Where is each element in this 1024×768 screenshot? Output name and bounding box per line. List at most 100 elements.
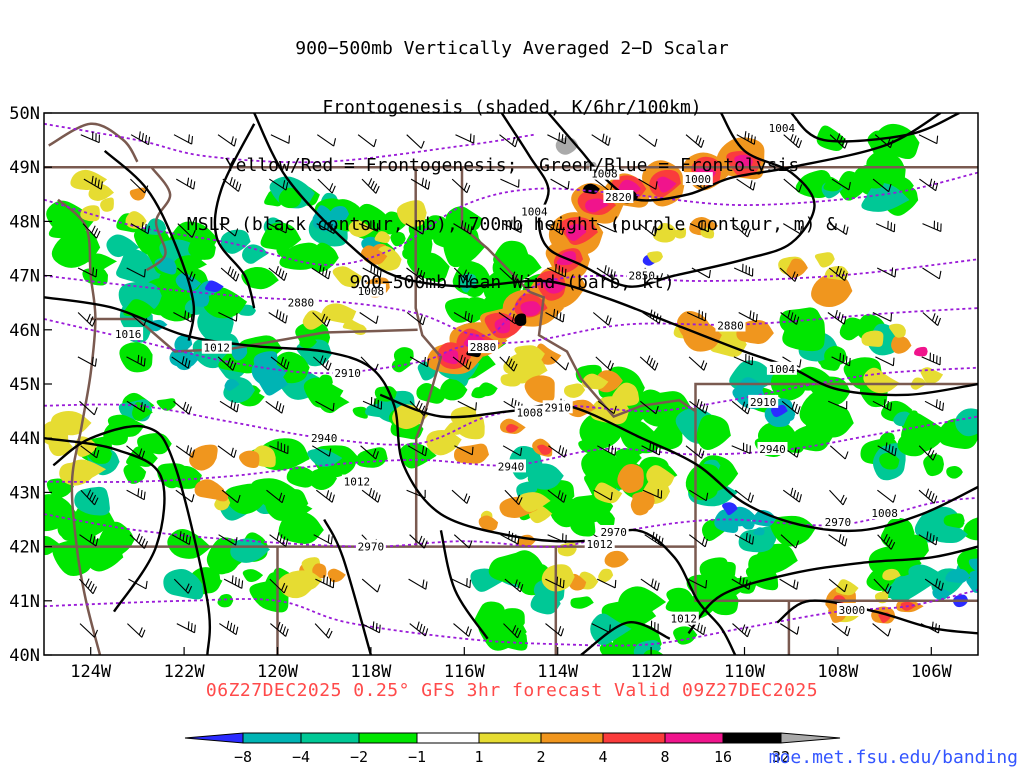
wind-barb [126,488,146,501]
wind-barb [639,620,659,633]
height-label-text: 2970 [358,541,385,554]
colorbar-label: −1 [408,748,426,766]
wind-barb [828,578,848,593]
mslp-contour [323,518,373,655]
wind-barb [500,178,520,188]
mslp-label: 1016 [113,327,144,341]
wind-barb [924,578,944,591]
wind-barb [831,178,851,191]
wind-barb [266,489,286,504]
wind-barb [733,353,754,366]
shade-blob [204,280,224,293]
mslp-label-text: 1012 [204,342,231,355]
shade-blob [426,430,462,456]
wind-barb [362,264,382,278]
wind-barb [312,445,332,457]
contour-labels: 1008 1004 1004 1000 1008 1016 1012 1004 1008 1012… [113,121,900,626]
wind-barb [829,133,849,149]
credit-link[interactable]: moe.met.fsu.edu/banding [768,747,1018,768]
wind-barb [80,445,100,459]
shade-blob [736,319,774,344]
mslp-label-text: 1012 [586,538,613,551]
wind-barb [457,400,477,411]
shade-blob [612,382,640,406]
lon-tick-label: 120W [257,662,299,682]
shade-blob [932,588,951,600]
shade-blob [935,525,968,544]
wind-barb [872,312,893,322]
colorbar-label: 32 [772,748,790,766]
mslp-label: 1004 [766,361,797,376]
wind-barb [591,133,611,146]
shade-blob [488,551,542,585]
wind-barb [129,533,149,549]
shade-blob [753,527,765,536]
wind-barb [410,177,431,190]
shade-blob [666,587,694,606]
shade-blob [581,373,609,390]
shade-blob [524,375,555,403]
shade-blob [217,593,234,608]
height-contour [44,496,978,548]
wind-barb [918,531,938,546]
wind-barb [130,222,150,235]
colorbar-label: 4 [598,748,607,766]
shade-blob [312,216,329,229]
mslp-contour [44,296,737,655]
shade-blob [814,252,835,268]
shade-blob [643,649,664,655]
shade-blob [260,222,302,251]
border-line [694,546,978,603]
shade-blob [738,525,777,553]
shade-blob [407,252,450,283]
wind-barb [220,266,240,282]
wind-barb [270,356,290,370]
mslp-label: 1012 [341,474,372,489]
wind-barb [545,576,565,589]
wind-barb [779,578,799,590]
height-label: 2910 [748,394,779,409]
wind-barb [502,219,523,234]
colorbar-label: −4 [292,748,310,766]
wind-barb [454,445,474,456]
height-label: 2850 [626,268,657,283]
wind-barb [128,578,148,590]
wind-barb [732,623,751,638]
wind-barb [831,623,851,637]
lat-tick-label: 50N [9,104,40,124]
wind-barb [638,223,658,237]
shade-blob [751,510,777,527]
shade-blob [123,463,147,484]
shade-blob [945,568,971,584]
wind-barb [642,488,663,499]
border-line [414,167,443,547]
title-line-2: Frontogenesis (shaded, K/6hr/100km) [322,96,702,118]
shade-blob [604,550,629,568]
shade-blob [61,544,88,564]
wind-barb [733,263,754,277]
shade-blob [356,447,388,468]
wind-barb [920,621,941,634]
wind-barb [641,442,661,456]
wind-barb [779,267,799,282]
wind-barb [451,178,471,194]
height-label-text: 2910 [334,367,361,380]
shade-blob [393,347,414,367]
wind-barb [126,354,146,367]
wind-barb [406,134,425,149]
height-label-text: 2940 [498,460,525,473]
shade-blob [352,406,368,419]
shade-blob [722,502,738,516]
colorbar-label: −2 [350,748,368,766]
wind-barb [686,309,707,322]
wind-barb [79,533,99,547]
shade-blob [823,176,844,192]
wind-barb [593,489,613,501]
wind-barb [504,489,523,505]
lat-tick-label: 43N [9,483,40,503]
wind-barb [732,223,751,238]
shade-blob [696,414,731,451]
wind-barb [357,134,377,148]
wind-barb [875,356,895,367]
wind-barb [734,532,755,545]
